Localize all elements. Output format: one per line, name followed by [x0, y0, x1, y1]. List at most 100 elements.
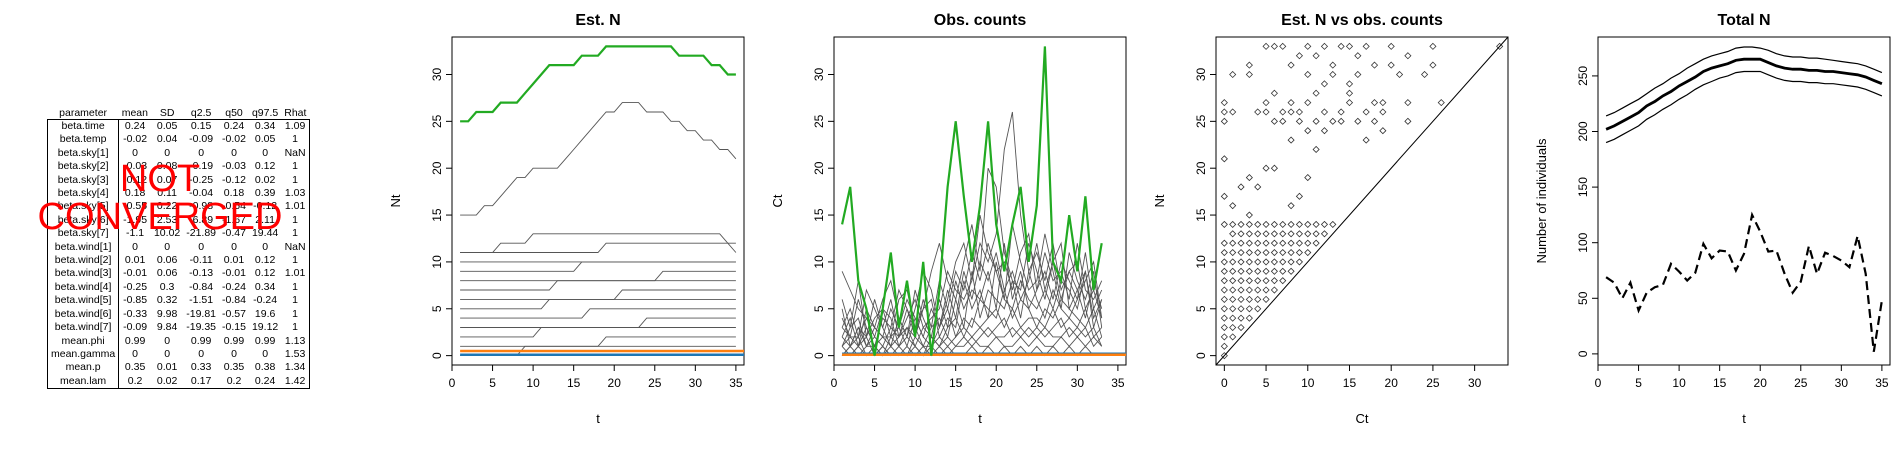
scatter-point — [1245, 286, 1253, 294]
scatter-point — [1237, 305, 1245, 313]
x-axis-label: Ct — [1356, 411, 1369, 426]
x-axis-label: t — [978, 411, 982, 426]
table-cell: 0.33 — [190, 361, 212, 374]
scatter-point — [1287, 258, 1295, 266]
scatter-point — [1220, 99, 1228, 107]
table-cell: 0.34 — [254, 120, 276, 132]
table-body: beta.time 0.24 0.05 0.15 0.24 0.34 1.09 beta.te… — [47, 119, 310, 389]
table-cell: 0.32 — [156, 294, 178, 307]
table-header-cell: SD — [159, 106, 175, 119]
table-header-cell: q2.5 — [190, 106, 212, 119]
table-cell: 0 — [164, 347, 171, 360]
grey-series-line — [841, 288, 1103, 348]
scatter-point — [1254, 286, 1262, 294]
scatter-point — [1229, 286, 1237, 294]
x-tick-label: 30 — [1468, 376, 1482, 390]
y-tick-label: 15 — [812, 208, 826, 222]
x-tick-label: 0 — [449, 376, 456, 390]
x-tick-label: 5 — [489, 376, 496, 390]
scatter-point — [1229, 258, 1237, 266]
scatter-point — [1262, 220, 1270, 228]
scatter-point — [1245, 61, 1253, 69]
scatter-point — [1270, 220, 1278, 228]
scatter-point — [1237, 314, 1245, 322]
table-cell: -0.12 — [222, 173, 246, 186]
table-row: beta.wind[7] -0.09 9.84 -19.35 -0.15 19.12 1 — [47, 321, 310, 335]
scatter-point — [1270, 239, 1278, 247]
table-row: beta.sky[1] 0 0 0 0 0 NaN — [47, 146, 310, 161]
grey-series-line — [842, 345, 1102, 357]
y-tick-label: 25 — [1194, 114, 1208, 128]
scatter-point — [1279, 248, 1287, 257]
scatter-point — [1362, 136, 1370, 144]
not-converged-stamp: NOT CONVERGED — [30, 160, 290, 236]
y-tick-label: 50 — [1576, 291, 1590, 305]
table-cell: 0.99 — [124, 334, 146, 347]
table-cell: beta.sky[3] — [47, 173, 120, 188]
scatter-point — [1220, 277, 1228, 285]
scatter-point — [1237, 295, 1245, 303]
table-cell: 0.12 — [254, 254, 276, 267]
table-cell: 0 — [164, 146, 171, 159]
scatter-point — [1254, 277, 1262, 285]
y-tick-label: 10 — [1194, 255, 1208, 269]
scatter-point — [1245, 277, 1253, 285]
plot-box — [451, 36, 745, 366]
scatter-point — [1370, 99, 1379, 107]
scatter-point — [1279, 42, 1287, 50]
x-tick-label: 25 — [1030, 376, 1044, 390]
table-cell: beta.wind[2] — [47, 254, 120, 268]
scatter-point — [1304, 230, 1312, 238]
table-header-cell: q50 — [225, 106, 243, 119]
x-tick-label: 0 — [1221, 376, 1228, 390]
stamp-line-1: NOT — [119, 158, 201, 200]
x-tick-label: 5 — [1635, 376, 1642, 390]
table-cell: beta.sky[1] — [47, 146, 120, 161]
scatter-point — [1262, 108, 1270, 116]
scatter-point — [1270, 117, 1278, 125]
scatter-point — [1370, 61, 1379, 69]
table-cell: -0.01 — [123, 267, 148, 280]
ci-line — [1605, 70, 1883, 144]
y-tick-label: 15 — [430, 208, 444, 222]
table-cell: beta.wind[5] — [47, 294, 120, 308]
table-cell: 2.53 — [156, 213, 178, 226]
table-header-cell: parameter — [59, 106, 108, 119]
scatter-point — [1287, 61, 1295, 69]
scatter-point — [1429, 42, 1437, 50]
scatter-point — [1254, 295, 1262, 303]
x-tick-label: 35 — [1875, 376, 1889, 390]
scatter-point — [1287, 239, 1295, 247]
table-cell: 19.12 — [251, 321, 279, 334]
y-tick-label: 0 — [430, 352, 444, 359]
scatter-point — [1295, 239, 1303, 247]
table-cell: 0.3 — [159, 280, 175, 293]
table-header-cell: Rhat — [284, 106, 307, 119]
scatter-point — [1320, 80, 1329, 88]
scatter-point — [1404, 117, 1412, 125]
x-tick-label: 10 — [1672, 376, 1686, 390]
scatter-point — [1320, 127, 1329, 135]
scatter-point — [1437, 99, 1445, 107]
scatter-point — [1220, 117, 1228, 125]
table-cell: 1.01 — [284, 267, 306, 280]
scatter-point — [1220, 258, 1228, 266]
scatter-point — [1245, 267, 1253, 275]
scatter-point — [1312, 230, 1320, 238]
ci-line — [1605, 46, 1883, 117]
counts-dashed-line — [1605, 211, 1883, 352]
table-row: beta.sky[6] -1.95 2.53 -6.89 -1.67 2.11 1 — [47, 213, 310, 228]
table-cell: -21.89 — [186, 227, 217, 240]
chart-title: Total N — [1717, 12, 1770, 29]
table-cell: 0.04 — [156, 133, 178, 146]
table-row: beta.wind[1] 0 0 0 0 0 NaN — [47, 240, 310, 255]
scatter-point — [1279, 108, 1287, 116]
scatter-point — [1262, 286, 1270, 294]
scatter-point — [1237, 183, 1245, 191]
scatter-point — [1345, 99, 1354, 107]
table-cell: 0.35 — [124, 361, 146, 374]
scatter-point — [1229, 305, 1237, 313]
plot-box — [1597, 36, 1891, 366]
table-cell: 0.24 — [124, 120, 146, 132]
scatter-point — [1287, 220, 1295, 228]
